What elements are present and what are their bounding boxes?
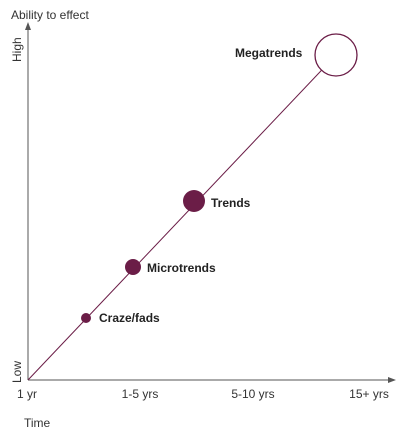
y-axis-low-label: Low xyxy=(10,361,24,383)
y-axis-high-label: High xyxy=(10,37,24,62)
y-axis-arrow xyxy=(25,22,31,30)
label-craze-fads: Craze/fads xyxy=(99,311,160,325)
label-megatrends: Megatrends xyxy=(235,46,303,60)
x-tick-label: 5-10 yrs xyxy=(231,387,274,401)
label-trends: Trends xyxy=(211,196,251,210)
trend-line xyxy=(27,54,337,381)
x-tick-label: 1-5 yrs xyxy=(122,387,159,401)
point-megatrends xyxy=(314,33,358,77)
x-axis-arrow xyxy=(388,377,396,383)
x-tick-label: 15+ yrs xyxy=(349,387,389,401)
label-microtrends: Microtrends xyxy=(147,261,216,275)
point-trends xyxy=(183,190,205,212)
x-axis-title: Time xyxy=(24,416,51,430)
x-tick-label: 1 yr xyxy=(17,387,37,401)
point-microtrends xyxy=(125,259,141,275)
y-axis-title: Ability to effect xyxy=(11,8,89,22)
point-craze-fads xyxy=(81,313,91,323)
